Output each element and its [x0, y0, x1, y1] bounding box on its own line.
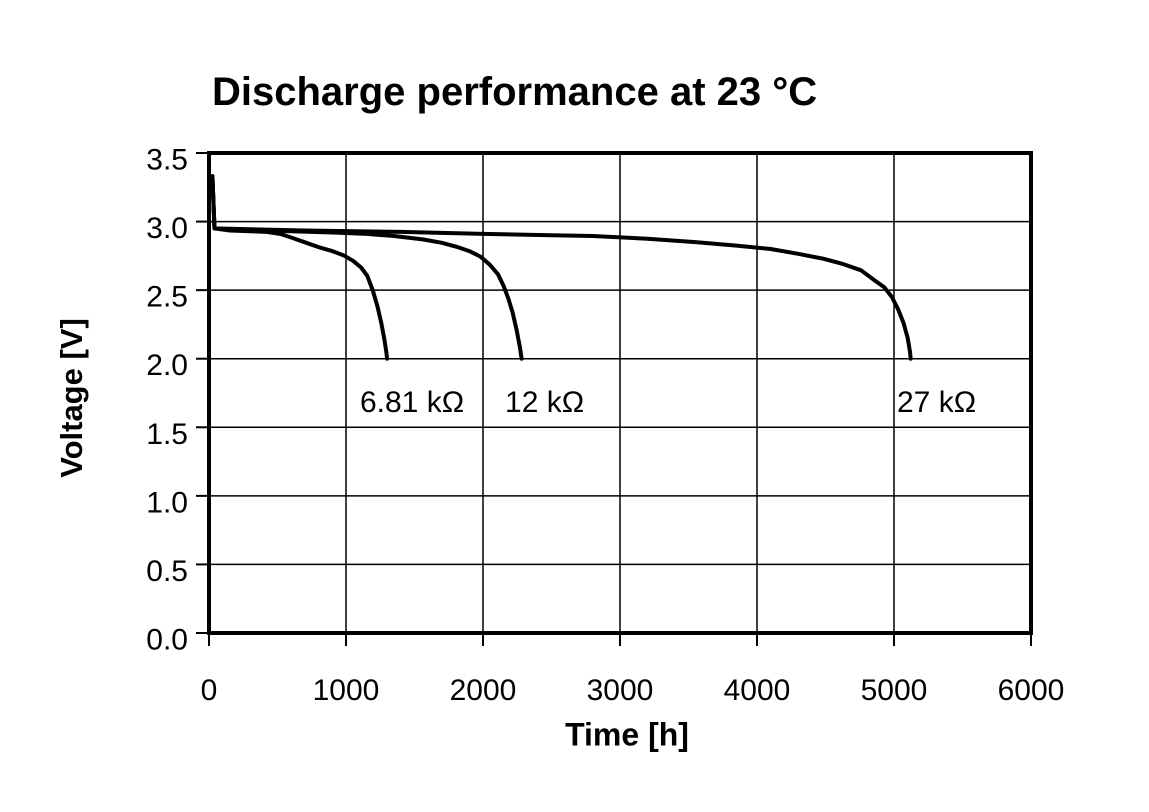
- x-axis-title: Time [h]: [565, 716, 689, 753]
- y-tick-label: 3.5: [146, 144, 188, 177]
- y-tick-label: 0.5: [146, 555, 188, 588]
- x-tick-label: 6000: [998, 674, 1065, 707]
- y-tick-label: 0.0: [146, 624, 188, 657]
- curve-label: 6.81 kΩ: [360, 386, 464, 419]
- y-tick-label: 1.5: [146, 418, 188, 451]
- y-tick-label: 2.5: [146, 281, 188, 314]
- x-tick-label: 1000: [313, 674, 380, 707]
- x-tick-label: 2000: [450, 674, 517, 707]
- plot-border: [207, 151, 1033, 635]
- y-tick-label: 1.0: [146, 486, 188, 519]
- curve-12-kohm: [210, 174, 524, 361]
- x-tick-label: 3000: [587, 674, 654, 707]
- x-tick-label: 0: [201, 674, 218, 707]
- y-tick-label: 2.0: [146, 349, 188, 382]
- y-tick-label: 3.0: [146, 212, 188, 245]
- x-tick-label: 5000: [861, 674, 928, 707]
- x-tick-label: 4000: [724, 674, 791, 707]
- chart-title: Discharge performance at 23 °C: [212, 70, 818, 114]
- curve-27-kohm: [210, 174, 913, 361]
- curve-6-81-kohm: [210, 174, 390, 361]
- curve-label: 12 kΩ: [505, 386, 584, 419]
- curve-label: 27 kΩ: [897, 386, 976, 419]
